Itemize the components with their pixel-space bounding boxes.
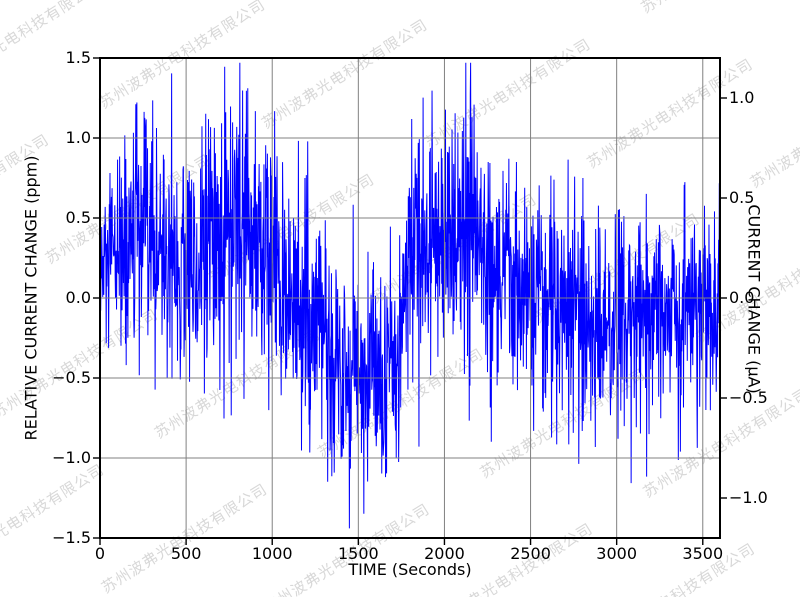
y-tick-left-label: −0.5 — [52, 368, 91, 387]
x-tick-label: 3500 — [682, 544, 724, 563]
y-tick-right-label: −1.0 — [729, 488, 768, 507]
x-tick-label: 2000 — [424, 544, 465, 563]
y-tick-left-label: 0.0 — [65, 288, 91, 307]
x-tick-label: 500 — [170, 544, 202, 563]
y-tick-right-label: 0.0 — [729, 288, 755, 307]
x-tick-label: 3000 — [596, 544, 638, 563]
x-axis-label: TIME (Seconds) — [348, 560, 472, 579]
x-tick-label: 0 — [94, 544, 106, 563]
data-series-line — [99, 62, 721, 529]
x-tick-label: 1500 — [337, 544, 379, 563]
y-tick-right-label: 0.5 — [729, 188, 755, 207]
y-tick-right-label: 1.0 — [729, 88, 755, 107]
x-tick-label: 1000 — [251, 544, 293, 563]
y-tick-left-label: 1.5 — [65, 48, 91, 67]
y-tick-left-label: −1.5 — [52, 528, 91, 547]
axis-spines — [99, 57, 721, 539]
y-axis-label-left: RELATIVE CURRENT CHANGE (ppm) — [21, 155, 41, 441]
y-tick-left-label: −1.0 — [52, 448, 91, 467]
y-axis-label-right: CURRENT CHANGE (µA) — [744, 204, 764, 394]
x-tick-label: 2500 — [510, 544, 551, 563]
y-tick-right-label: −0.5 — [729, 388, 768, 407]
y-tick-left-label: 1.0 — [65, 128, 91, 147]
y-tick-left-label: 0.5 — [65, 208, 91, 227]
